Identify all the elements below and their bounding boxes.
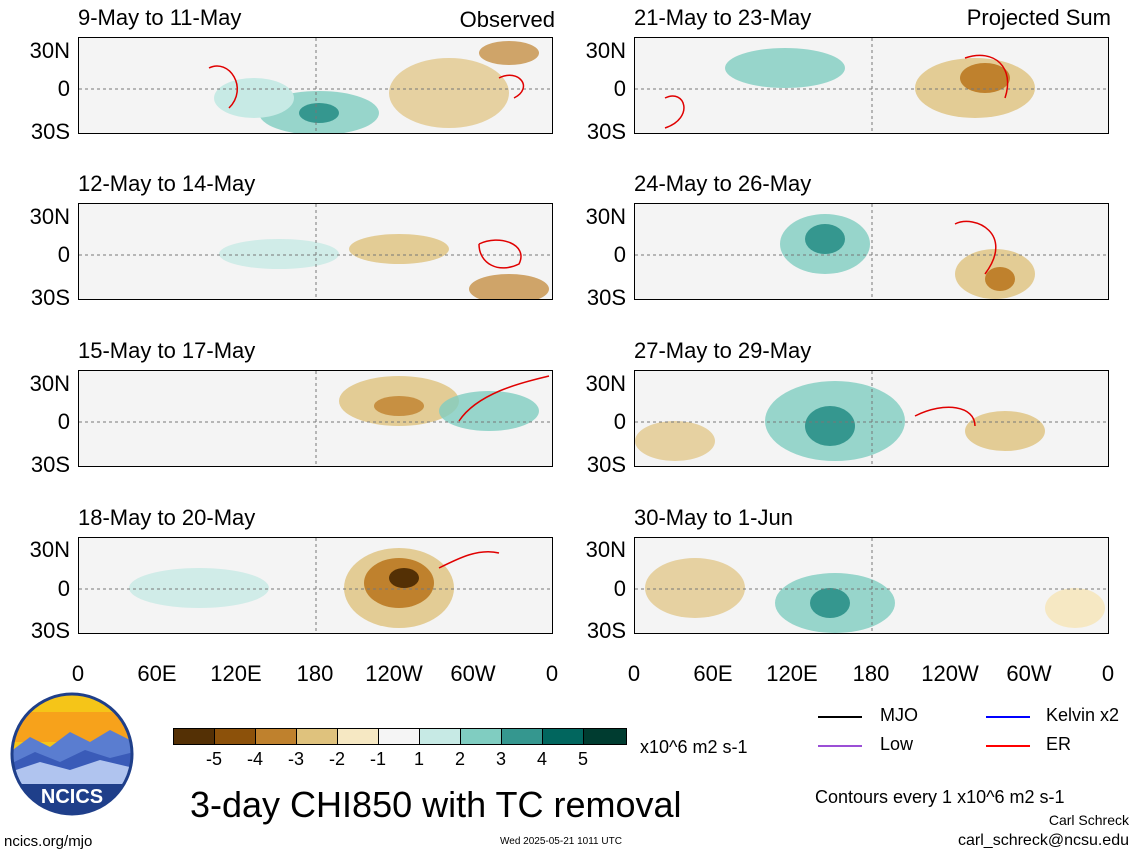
website-link[interactable]: ncics.org/mjo: [4, 833, 93, 850]
map-panel-6: [634, 203, 1109, 300]
lon-label: 0: [545, 661, 559, 686]
colorbar-tick-label: 3: [495, 749, 506, 769]
colorbar: [173, 728, 628, 747]
panel-title-8: 30-May to 1-Jun: [634, 505, 793, 530]
legend-line-mjo: [818, 716, 862, 718]
legend-line-er: [986, 745, 1030, 747]
lat-label: 0: [613, 76, 626, 101]
lon-label: 120E: [210, 661, 262, 686]
colorbar-bin: [378, 728, 422, 745]
panel-title-5: 21-May to 23-May: [634, 5, 812, 30]
lat-label: 30N: [585, 38, 626, 63]
lon-label: 0: [1101, 661, 1115, 686]
lat-label: 30S: [586, 618, 626, 643]
lat-label: 30S: [30, 618, 70, 643]
panel-tag-projected: Projected Sum: [966, 5, 1111, 30]
legend-label-mjo: MJO: [880, 705, 918, 725]
lon-label: 180: [852, 661, 890, 686]
timestamp: Wed 2025-05-21 1011 UTC: [500, 836, 622, 847]
map-panel-8: [634, 537, 1109, 634]
colorbar-bin: [419, 728, 463, 745]
colorbar-tick-label: -5: [205, 749, 222, 769]
colorbar-units: x10^6 m2 s-1: [640, 737, 748, 757]
lon-label: 120E: [766, 661, 818, 686]
legend-label-low: Low: [880, 734, 914, 754]
colorbar-bin: [255, 728, 299, 745]
panel-title-4: 18-May to 20-May: [78, 505, 256, 530]
colorbar-tick-label: 2: [454, 749, 465, 769]
legend-line-kelvin: [986, 716, 1030, 718]
lat-label: 30N: [585, 204, 626, 229]
legend-label-er: ER: [1046, 734, 1072, 754]
colorbar-bin: [583, 728, 627, 745]
panel-title-3: 15-May to 17-May: [78, 338, 256, 363]
lat-label: 30N: [29, 38, 70, 63]
lat-label: 30S: [30, 285, 70, 310]
lat-label: 30N: [29, 371, 70, 396]
lat-label: 30S: [586, 452, 626, 477]
logo-text: NCICS: [41, 786, 103, 808]
colorbar-tick-label: -4: [246, 749, 263, 769]
contour-note: Contours every 1 x10^6 m2 s-1: [815, 787, 1065, 807]
lat-label: 0: [613, 242, 626, 267]
lat-label: 0: [57, 409, 70, 434]
lon-label: 0: [627, 661, 641, 686]
figure-title: 3-day CHI850 with TC removal: [190, 784, 682, 825]
colorbar-tick-label: 5: [577, 749, 588, 769]
lat-label: 30N: [29, 537, 70, 562]
lat-label: 30N: [585, 537, 626, 562]
lon-label: 60E: [137, 661, 177, 686]
lat-label: 0: [57, 76, 70, 101]
lat-label: 30S: [30, 119, 70, 144]
lat-label: 30N: [585, 371, 626, 396]
colorbar-tick-label: -2: [328, 749, 345, 769]
map-panel-5: [634, 37, 1109, 134]
lon-label: 180: [296, 661, 334, 686]
lon-label: 60W: [1006, 661, 1052, 686]
colorbar-bin: [501, 728, 545, 745]
panel-tag-observed: Observed: [459, 7, 555, 32]
colorbar-bin: [337, 728, 381, 745]
lat-label: 0: [57, 242, 70, 267]
colorbar-bin: [542, 728, 586, 745]
lat-label: 30N: [29, 204, 70, 229]
colorbar-bin: [296, 728, 340, 745]
colorbar-tick-label: 4: [536, 749, 547, 769]
panel-title-6: 24-May to 26-May: [634, 171, 812, 196]
map-panel-4: [78, 537, 553, 634]
panel-title-7: 27-May to 29-May: [634, 338, 812, 363]
colorbar-bin: [214, 728, 258, 745]
lon-label: 0: [71, 661, 85, 686]
lon-label: 120W: [921, 661, 979, 686]
lon-label: 120W: [365, 661, 423, 686]
lat-label: 30S: [586, 285, 626, 310]
colorbar-bin: [460, 728, 504, 745]
author-name: Carl Schreck: [1048, 812, 1129, 828]
legend-line-low: [818, 745, 862, 747]
lat-label: 30S: [586, 119, 626, 144]
colorbar-tick-label: 1: [413, 749, 424, 769]
lat-label: 0: [613, 409, 626, 434]
map-panel-7: [634, 370, 1109, 467]
lat-label: 30S: [30, 452, 70, 477]
lon-label: 60W: [450, 661, 496, 686]
ncics-logo[interactable]: NCICS: [10, 692, 134, 816]
colorbar-bin: [173, 728, 217, 745]
panel-title-2: 12-May to 14-May: [78, 171, 256, 196]
map-panel-3: [78, 370, 553, 467]
lat-label: 0: [613, 576, 626, 601]
map-panel-1: [78, 37, 553, 134]
map-panel-2: [78, 203, 553, 300]
colorbar-tick-label: -1: [369, 749, 386, 769]
colorbar-tick-label: -3: [287, 749, 304, 769]
author-email[interactable]: carl_schreck@ncsu.edu: [958, 832, 1129, 849]
legend-label-kelvin: Kelvin x2: [1046, 705, 1120, 725]
lon-label: 60E: [693, 661, 733, 686]
panel-title-1: 9-May to 11-May: [78, 5, 242, 30]
lat-label: 0: [57, 576, 70, 601]
